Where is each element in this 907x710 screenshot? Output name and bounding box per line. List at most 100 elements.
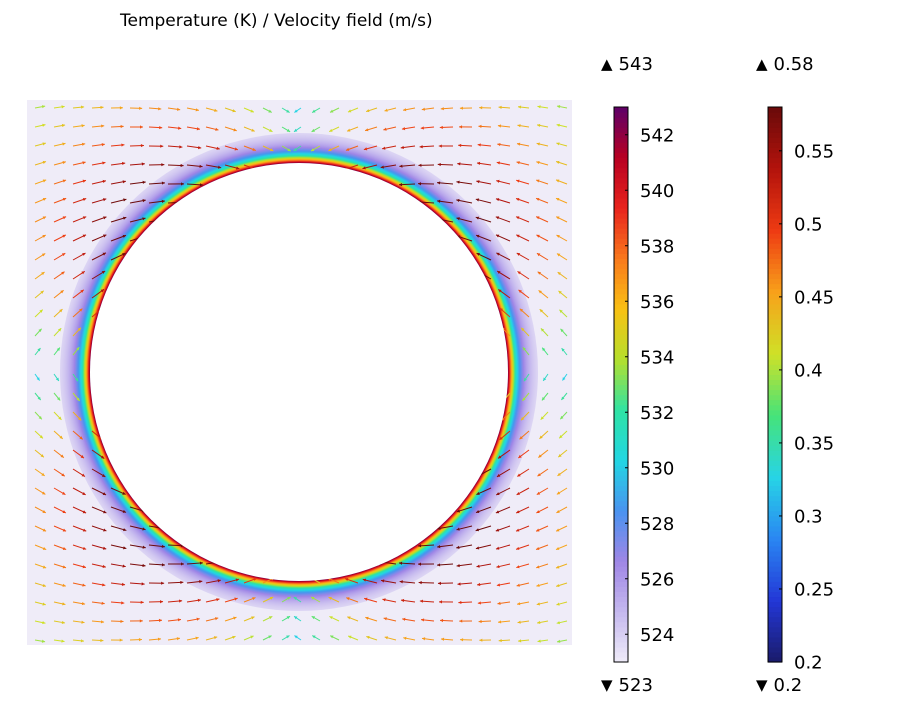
temperature-colorbar-segment <box>614 117 628 123</box>
temperature-colorbar-segment <box>614 167 628 174</box>
velocity-arrow <box>440 637 454 641</box>
velocity-arrow <box>382 145 397 150</box>
velocity-arrow <box>205 617 219 622</box>
velocity-arrow <box>129 544 146 549</box>
velocity-colorbar-segment <box>768 197 782 204</box>
temperature-colorbar-segment <box>614 606 628 613</box>
velocity-arrow <box>384 636 397 641</box>
velocity-arrow <box>34 347 41 356</box>
velocity-arrow <box>281 126 291 133</box>
velocity-colorbar-segment <box>768 182 782 189</box>
temperature-colorbar-segment <box>614 601 628 608</box>
velocity-arrow <box>186 598 202 603</box>
velocity-colorbar-segment <box>768 626 782 633</box>
velocity-arrow <box>519 430 530 440</box>
velocity-arrow <box>72 430 84 440</box>
velocity-arrows <box>34 105 568 643</box>
velocity-arrow <box>110 252 126 261</box>
velocity-colorbar-segment <box>768 283 782 290</box>
velocity-arrow <box>383 617 397 622</box>
velocity-colorbar-segment <box>768 177 782 184</box>
velocity-arrow <box>535 544 549 550</box>
temperature-colorbar-segment <box>614 520 628 527</box>
velocity-colorbar-segment <box>768 132 782 138</box>
temperature-colorbar-segment <box>614 576 628 582</box>
temperature-colorbar-segment <box>614 228 628 234</box>
velocity-arrow <box>558 430 568 439</box>
velocity-arrow <box>364 126 378 132</box>
velocity-arrow <box>311 107 321 113</box>
velocity-arrow <box>53 601 66 606</box>
velocity-arrow <box>224 616 237 622</box>
temperature-colorbar-segment <box>614 369 628 376</box>
temperature-colorbar-segment <box>614 323 628 330</box>
velocity-arrow <box>401 126 416 131</box>
velocity-arrow <box>557 449 568 458</box>
temperature-tick-label: 530 <box>640 458 674 479</box>
velocity-arrow <box>34 620 46 625</box>
velocity-arrow <box>365 107 378 113</box>
temperature-colorbar-segment <box>614 429 628 436</box>
velocity-arrow <box>402 107 416 112</box>
velocity-arrow <box>536 487 549 496</box>
velocity-arrow <box>281 145 291 152</box>
velocity-arrow <box>167 163 184 168</box>
velocity-arrow <box>110 563 126 568</box>
velocity-arrow <box>437 525 454 530</box>
velocity-arrow <box>344 577 359 584</box>
temperature-colorbar-segment <box>614 591 628 598</box>
velocity-arrow <box>53 373 60 382</box>
temperature-colorbar-segment <box>614 414 628 421</box>
velocity-arrow <box>167 145 183 149</box>
velocity-arrow <box>167 599 183 603</box>
velocity-colorbar-segment <box>768 374 782 381</box>
velocity-arrow <box>34 506 47 514</box>
velocity-arrow <box>496 487 511 496</box>
velocity-arrow <box>167 580 184 585</box>
temperature-colorbar-segment <box>614 500 628 507</box>
velocity-arrow <box>53 544 67 550</box>
velocity-arrow <box>34 430 44 439</box>
velocity-arrow <box>558 290 568 299</box>
temperature-colorbar-segment <box>614 157 628 164</box>
velocity-colorbar-segment <box>768 460 782 466</box>
velocity-arrow <box>224 126 237 132</box>
triangle-up-icon: ▲ <box>756 55 768 73</box>
temperature-colorbar-segment <box>614 434 628 441</box>
velocity-colorbar-segment <box>768 107 782 113</box>
velocity-arrow <box>129 162 145 166</box>
velocity-tick-label: 0.5 <box>794 214 823 235</box>
velocity-arrow <box>129 199 146 204</box>
velocity-arrow <box>205 598 220 603</box>
velocity-arrow <box>72 327 82 337</box>
velocity-arrow <box>110 544 127 550</box>
velocity-arrow <box>205 126 219 131</box>
temperature-colorbar-segment <box>614 147 628 154</box>
velocity-colorbar-segment <box>768 495 782 502</box>
velocity-colorbar-segment <box>768 323 782 330</box>
velocity-arrow <box>91 544 107 550</box>
velocity-arrow <box>53 234 67 242</box>
velocity-arrow <box>148 125 163 130</box>
velocity-arrow <box>475 234 492 242</box>
velocity-arrow <box>477 582 492 587</box>
velocity-arrow <box>417 562 435 566</box>
velocity-arrow <box>417 544 435 548</box>
velocity-arrow <box>384 107 397 112</box>
velocity-colorbar-segment <box>768 424 782 431</box>
velocity-arrow <box>347 635 359 641</box>
velocity-arrow <box>539 430 549 440</box>
velocity-arrow <box>148 600 164 604</box>
velocity-arrow <box>398 561 416 565</box>
velocity-arrow <box>91 468 106 478</box>
velocity-arrow <box>499 430 511 441</box>
velocity-arrow <box>555 179 568 185</box>
temperature-colorbar-segment <box>614 182 628 189</box>
velocity-arrow <box>310 145 321 152</box>
velocity-arrow <box>516 252 530 261</box>
velocity-arrow <box>129 619 143 623</box>
velocity-colorbar-segment <box>768 515 782 522</box>
velocity-arrow <box>129 125 144 129</box>
velocity-arrow <box>329 107 340 113</box>
velocity-arrow <box>262 596 274 603</box>
